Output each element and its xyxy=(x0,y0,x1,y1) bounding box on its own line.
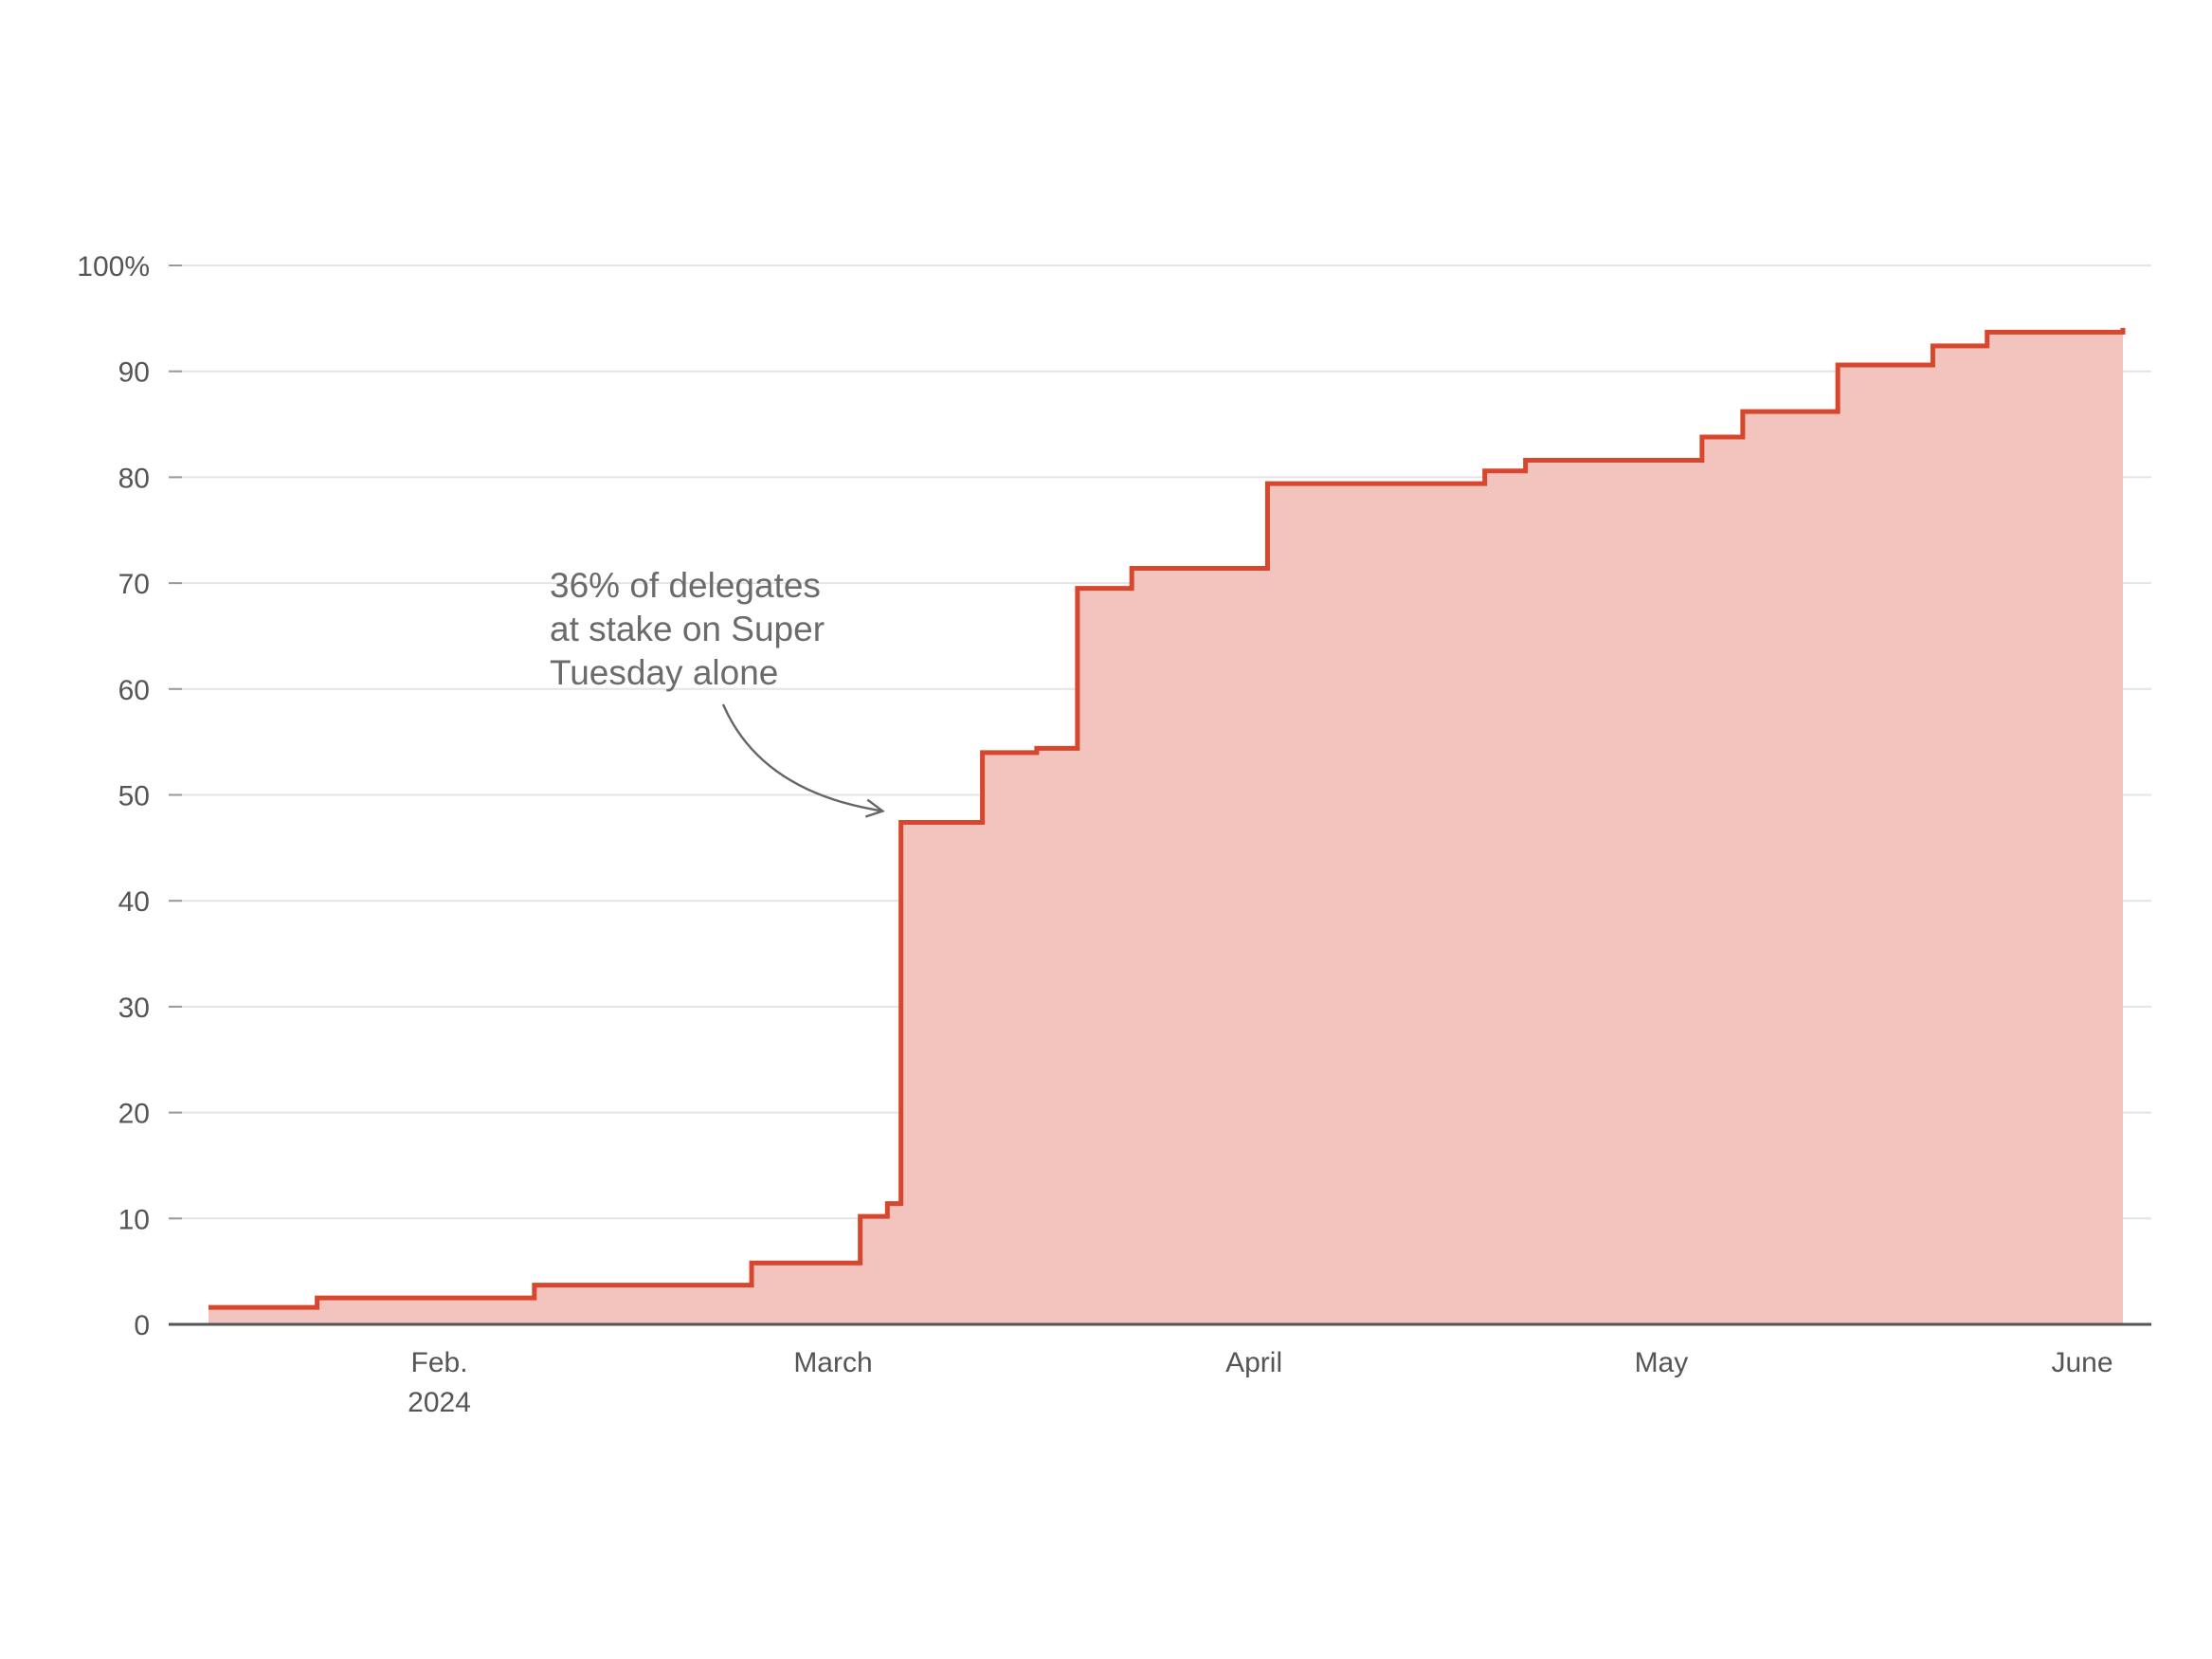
annotation-line: 36% of delegates xyxy=(550,566,821,605)
y-tick-label: 10 xyxy=(118,1204,150,1235)
y-tick-label: 70 xyxy=(118,569,150,600)
axis-layer: 0 10 20 30 40 50 60 70 80 90 100% Feb. 2024 March Apri… xyxy=(77,251,2151,1418)
y-tick-label: 60 xyxy=(118,675,150,706)
y-tick-label: 0 xyxy=(134,1310,150,1341)
y-tick-label: 50 xyxy=(118,781,150,812)
area-layer xyxy=(208,327,2126,1324)
annotation-line: at stake on Super xyxy=(550,610,825,648)
x-tick-label: May xyxy=(1635,1347,1689,1378)
x-tick-label: March xyxy=(793,1347,872,1378)
annotation-arrowhead xyxy=(864,798,885,818)
annotation-arrow xyxy=(721,703,883,812)
x-tick-label: June xyxy=(2051,1347,2112,1378)
x-tick-sublabel: 2024 xyxy=(408,1387,471,1418)
area-fill xyxy=(209,327,2123,1324)
y-tick-label: 90 xyxy=(118,357,150,389)
annotation-line: Tuesday alone xyxy=(550,653,778,692)
x-tick-label: April xyxy=(1225,1347,1282,1378)
y-tick-label: 30 xyxy=(118,993,150,1024)
y-tick-label: 80 xyxy=(118,463,150,494)
x-tick-label: Feb. xyxy=(411,1347,468,1378)
y-tick-label: 20 xyxy=(118,1099,150,1130)
y-tick-label: 40 xyxy=(118,886,150,918)
annotation-layer: 36% of delegates at stake on Super Tuesday… xyxy=(550,566,885,818)
y-tick-label: 100% xyxy=(77,251,150,283)
annotation-text: 36% of delegates at stake on Super Tuesday… xyxy=(550,566,825,692)
series-line xyxy=(209,327,2126,1310)
